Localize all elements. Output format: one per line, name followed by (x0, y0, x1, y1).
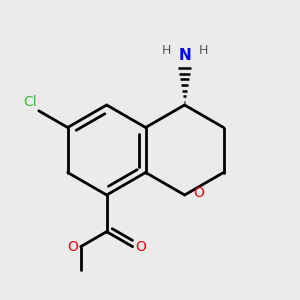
Text: O: O (135, 240, 146, 254)
Text: Cl: Cl (23, 95, 37, 109)
Text: N: N (178, 48, 191, 63)
Text: O: O (193, 186, 204, 200)
Text: O: O (67, 240, 78, 254)
Text: H: H (198, 44, 208, 57)
Text: H: H (162, 44, 171, 57)
